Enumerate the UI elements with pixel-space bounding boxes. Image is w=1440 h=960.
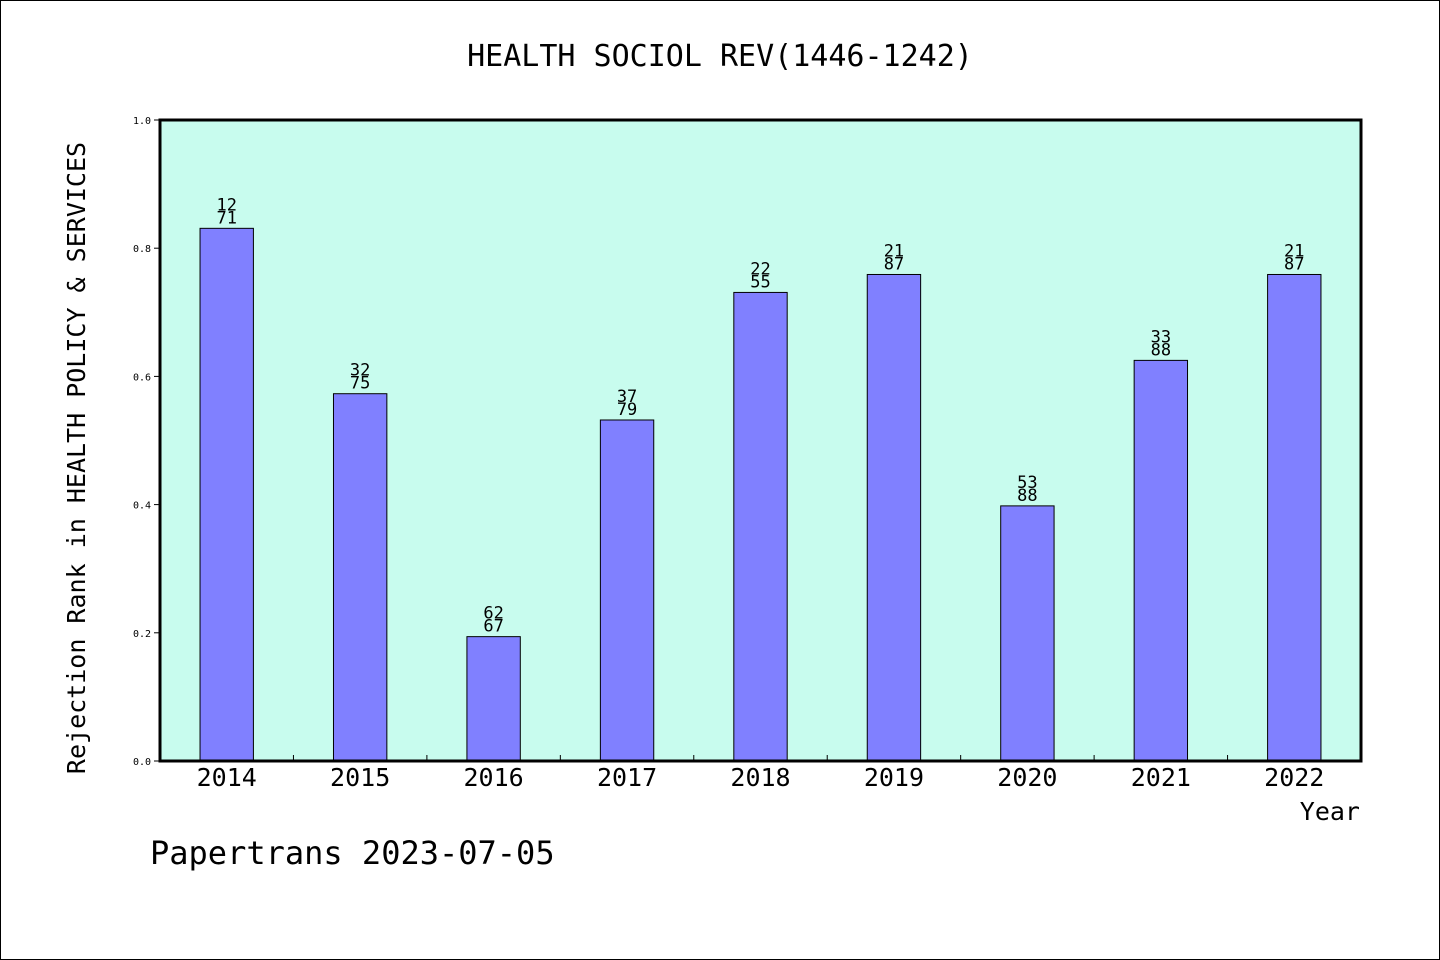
x-tick-label: 2017: [597, 763, 657, 792]
bar-value-label: 12: [216, 195, 236, 215]
bar-value-label: 71: [216, 208, 236, 228]
ticks-layer: 2014 2015 2016 2017 2018 2019 2020 2021 2022 0.0 0…: [133, 116, 1324, 792]
watermark-text: Papertrans 2023-07-05: [150, 834, 555, 872]
bar-value-label: 79: [617, 400, 637, 420]
y-tick-label: 0.6: [133, 372, 151, 383]
bar: [599, 419, 655, 762]
bar-value-label: 88: [1151, 340, 1171, 360]
y-tick-label: 0.2: [133, 629, 151, 640]
x-axis-label: Year: [1300, 797, 1360, 826]
x-tick-label: 2016: [464, 763, 524, 792]
bar: [466, 636, 521, 762]
y-tick-label: 0.4: [133, 501, 151, 512]
x-tick-label: 2018: [730, 763, 790, 792]
y-tick-label: 0.0: [133, 757, 151, 768]
bar: [733, 291, 788, 762]
plot-border: [158, 118, 1363, 763]
chart-title: HEALTH SOCIOL REV(1446-1242): [467, 39, 973, 74]
y-tick-label: 0.8: [133, 244, 151, 255]
bar: [866, 273, 922, 762]
x-tick-label: 2015: [330, 763, 390, 792]
bar-value-label: 67: [483, 617, 503, 637]
y-tick-label: 1.0: [133, 116, 151, 127]
bar-value-label: 22: [750, 259, 770, 279]
bar-value-label: 21: [1284, 241, 1304, 261]
bar: [1267, 273, 1322, 762]
bar: [1133, 359, 1189, 762]
bar-value-label: 87: [884, 254, 904, 274]
bar-value-label: 62: [483, 604, 503, 624]
bar-value-label: 32: [350, 361, 370, 381]
x-tick-label: 2019: [864, 763, 924, 792]
bar-value-label: 33: [1151, 327, 1171, 347]
x-tick-label: 2020: [997, 763, 1057, 792]
bar-value-label: 53: [1017, 473, 1037, 493]
x-tick-label: 2014: [197, 763, 257, 792]
y-axis-label: Rejection Rank in HEALTH POLICY & SERVIC…: [62, 142, 91, 774]
bar-value-label: 55: [750, 272, 770, 292]
x-tick-label: 2022: [1264, 763, 1324, 792]
bar-value-label: 21: [884, 241, 904, 261]
x-tick-label: 2021: [1131, 763, 1191, 792]
bar-value-label: 87: [1284, 254, 1304, 274]
bar-value-label: 37: [617, 387, 637, 407]
bar: [332, 393, 388, 762]
bar-value-label: 88: [1017, 486, 1037, 506]
bar: [199, 227, 254, 762]
bar: [1000, 505, 1055, 762]
bar-value-label: 75: [350, 374, 370, 394]
